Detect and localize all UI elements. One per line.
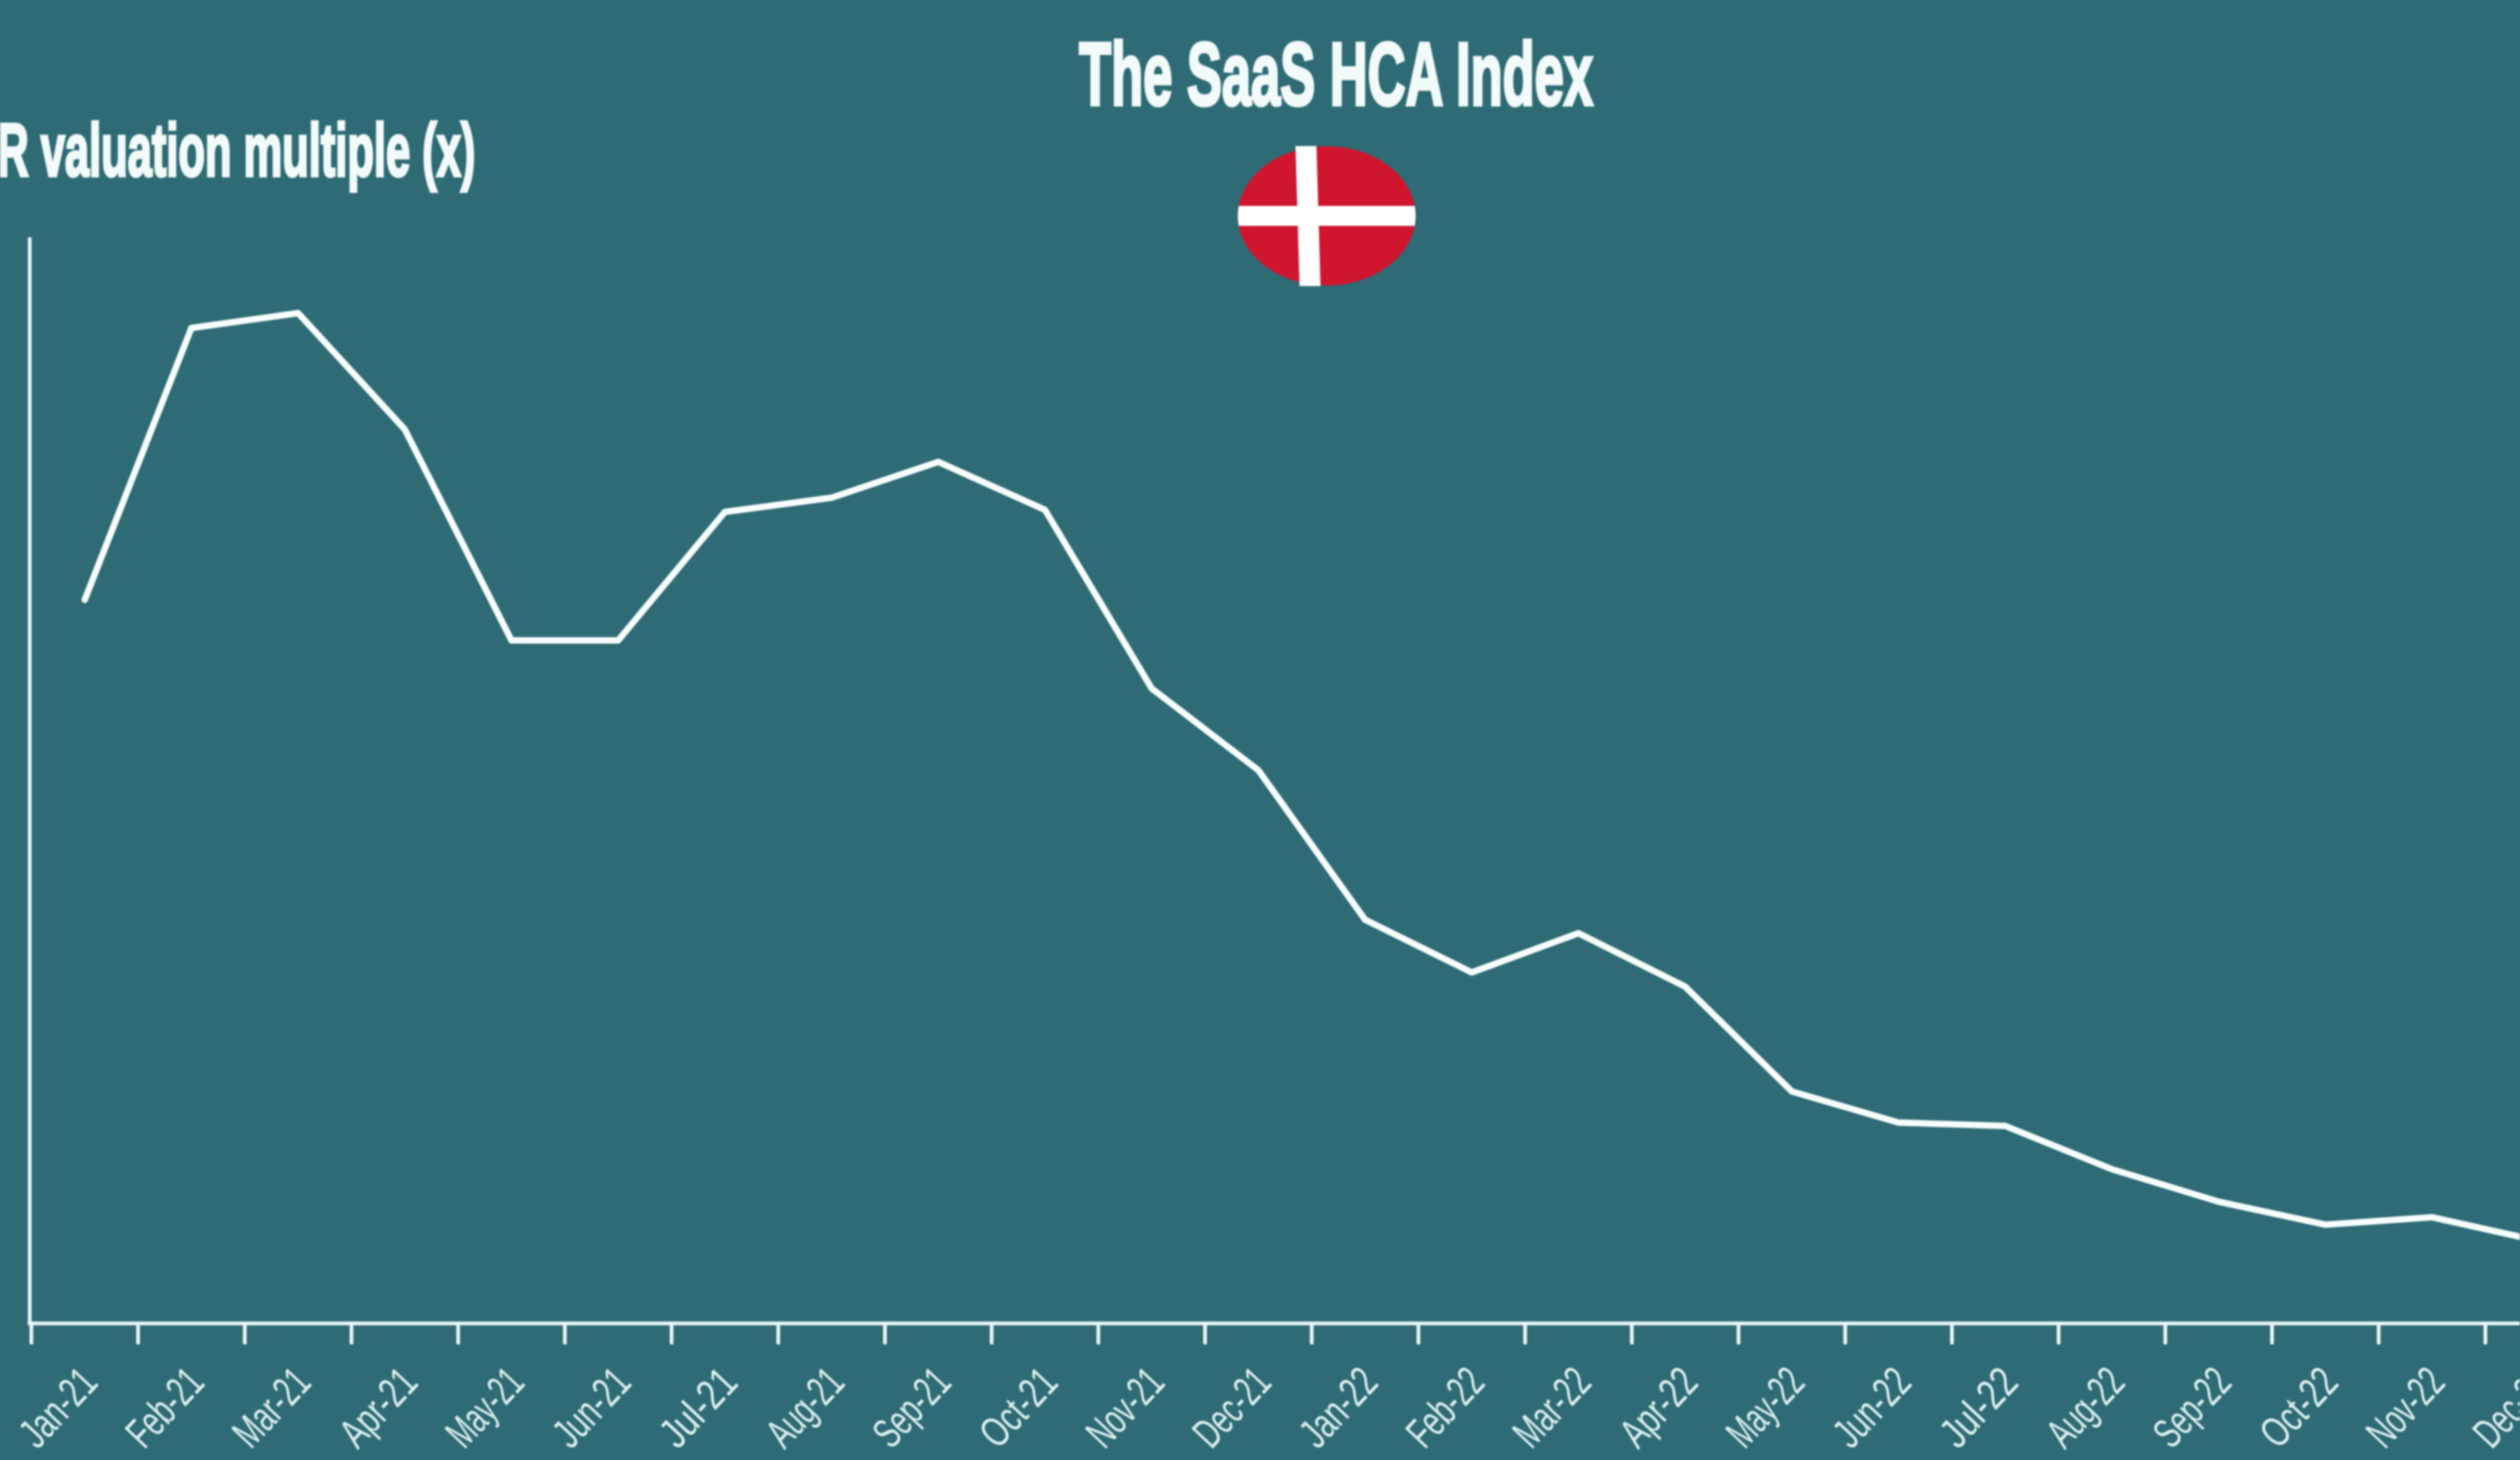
svg-text:The SaaS HCA Index: The SaaS HCA Index xyxy=(1079,24,1593,124)
svg-text:R valuation multiple (x): R valuation multiple (x) xyxy=(0,109,475,192)
